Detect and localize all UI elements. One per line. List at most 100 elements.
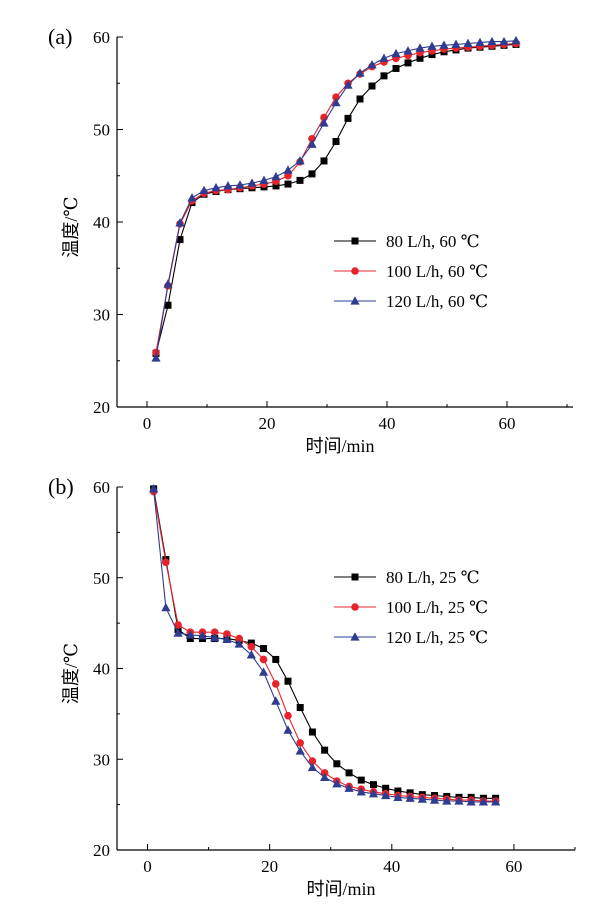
data-point — [235, 180, 245, 189]
panel-a: 20 30 40 50 60 0 20 40 60 时间/min 温度/℃ (a) 80 L/h, 60… — [48, 24, 573, 456]
y-tick-label: 40 — [93, 213, 110, 232]
data-point — [185, 630, 195, 639]
legend-label: 120 L/h, 25 ℃ — [386, 628, 488, 647]
data-point — [284, 171, 292, 180]
data-point — [478, 797, 488, 806]
data-point — [345, 769, 353, 777]
data-point — [439, 40, 449, 49]
y-tick-label: 30 — [93, 306, 110, 325]
data-point — [392, 64, 400, 72]
data-point — [404, 59, 412, 67]
data-point — [356, 787, 366, 796]
y-axis-title: 温度/℃ — [61, 643, 81, 704]
data-point — [210, 632, 220, 642]
y-tick-label: 30 — [93, 750, 110, 769]
data-point — [368, 788, 379, 798]
data-point — [197, 631, 208, 640]
legend-label: 80 L/h, 60 ℃ — [386, 232, 480, 251]
data-point — [344, 783, 354, 792]
data-point — [381, 790, 391, 800]
data-point — [259, 175, 269, 184]
data-point — [356, 95, 364, 103]
x-tick-label: 0 — [143, 857, 152, 876]
x-tick-label: 40 — [383, 857, 400, 876]
data-point — [284, 180, 292, 188]
data-point — [416, 54, 424, 62]
data-point — [164, 301, 172, 309]
legend-marker — [351, 573, 359, 581]
panel-b: 20 30 40 50 60 0 20 40 60 时间/min 温度/℃ (b) 80 L/h, 25… — [48, 474, 576, 899]
x-tick-label: 60 — [505, 857, 522, 876]
data-point — [223, 181, 233, 190]
data-point — [367, 59, 377, 69]
legend-marker — [351, 603, 359, 611]
y-tick-label: 60 — [93, 478, 110, 497]
data-point — [451, 39, 461, 48]
data-point — [296, 739, 305, 747]
data-point — [463, 38, 473, 48]
y-tick-label: 20 — [93, 398, 110, 417]
data-point — [223, 630, 231, 638]
data-point — [152, 348, 160, 357]
y-tick-label: 20 — [93, 841, 110, 860]
data-point — [333, 760, 341, 768]
data-point — [307, 139, 317, 148]
panel-label: (a) — [48, 24, 72, 49]
data-point — [283, 725, 293, 734]
legend-marker — [351, 237, 359, 245]
data-point — [271, 171, 281, 181]
data-point — [235, 634, 243, 643]
data-point — [308, 728, 316, 736]
legend-label: 100 L/h, 25 ℃ — [386, 598, 488, 617]
legend-label: 80 L/h, 25 ℃ — [386, 568, 480, 587]
data-point — [210, 628, 219, 636]
data-point — [174, 621, 182, 629]
legend-marker — [351, 267, 359, 275]
data-point — [176, 236, 184, 244]
data-point — [284, 677, 292, 685]
x-tick-label: 40 — [379, 414, 396, 433]
data-point — [405, 793, 415, 802]
data-point — [417, 794, 427, 803]
data-point — [259, 655, 268, 664]
data-point — [321, 746, 329, 754]
y-tick-label: 50 — [93, 121, 110, 140]
data-point — [271, 696, 281, 705]
data-point — [307, 762, 318, 772]
data-point — [173, 628, 183, 637]
legend-marker — [350, 632, 360, 641]
data-point — [320, 157, 328, 165]
data-point — [308, 170, 316, 178]
data-point — [487, 36, 497, 46]
data-point — [234, 639, 244, 648]
data-point — [161, 602, 171, 612]
data-point — [211, 182, 221, 192]
x-axis-title: 时间/min — [306, 879, 375, 899]
legend-marker — [350, 296, 360, 305]
data-point — [187, 193, 197, 202]
data-point — [163, 279, 173, 288]
data-point — [368, 82, 376, 90]
data-point — [296, 176, 304, 184]
data-point — [283, 165, 293, 174]
data-point — [475, 37, 485, 47]
data-point — [222, 634, 232, 644]
data-point — [247, 178, 257, 187]
data-point — [295, 156, 305, 165]
data-point — [379, 53, 389, 62]
data-point — [332, 778, 342, 788]
data-point — [175, 218, 185, 227]
x-tick-label: 60 — [499, 414, 516, 433]
data-point — [382, 784, 390, 792]
data-point — [357, 776, 365, 784]
data-point — [260, 645, 268, 653]
data-point — [393, 792, 403, 801]
data-point — [403, 46, 413, 55]
x-tick-label: 20 — [259, 414, 276, 433]
data-point — [429, 795, 440, 804]
data-point — [442, 796, 452, 805]
data-point — [308, 757, 317, 765]
data-point — [272, 182, 280, 190]
data-point — [355, 68, 365, 77]
